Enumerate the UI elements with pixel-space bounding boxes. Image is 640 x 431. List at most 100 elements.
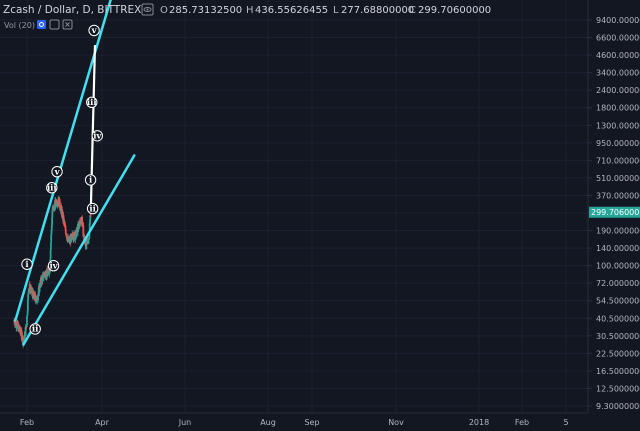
wave-label: i: [89, 176, 93, 186]
candle-body: [43, 276, 45, 278]
wave-marker-circle: [91, 130, 104, 142]
wave-label: iv: [49, 261, 58, 271]
candle-body: [49, 249, 52, 259]
y-tick-label: 9400.00000000: [596, 16, 640, 25]
x-tick-label: Sep: [304, 418, 319, 427]
ohlc-readout: O 285.73132500 H 436.55626455 L 277.6880…: [160, 5, 491, 16]
time-axis-panel[interactable]: [0, 413, 640, 431]
candle-body: [89, 215, 92, 217]
x-tick-label: Nov: [388, 418, 404, 427]
wave-label: ii: [89, 204, 96, 214]
candle-body: [64, 229, 67, 234]
y-tick-label: 2400.00000000: [596, 86, 640, 95]
candle-body: [51, 217, 53, 226]
y-tick-label: 16.50000000: [596, 367, 640, 376]
x-tick-label: 5: [563, 418, 568, 427]
current-price-label: 299.70600000: [591, 208, 640, 217]
wave-label: ii: [32, 325, 39, 335]
y-tick-label: 72.00000000: [596, 279, 640, 288]
candle-body: [74, 236, 77, 240]
y-tick-label: 6600.00000000: [596, 34, 640, 43]
candle-body: [89, 215, 92, 220]
ohlc-high-value: 436.55626455: [255, 5, 328, 16]
candle-body: [20, 330, 23, 334]
y-tick-label: 54.50000000: [596, 297, 640, 306]
candle-body: [62, 214, 65, 222]
ohlc-open-value: 285.73132500: [169, 5, 242, 16]
y-tick-label: 100.00000000: [596, 262, 640, 271]
y-tick-label: 140.00000000: [596, 244, 640, 253]
x-tick-label: Aug: [260, 418, 276, 427]
candle-body: [35, 301, 37, 303]
y-tick-label: 190.00000000: [596, 227, 640, 236]
y-tick-label: 12.50000000: [596, 384, 640, 393]
y-tick-label: 22.50000000: [596, 349, 640, 358]
y-tick-label: 3400.00000000: [596, 69, 640, 78]
candle-body: [27, 292, 30, 295]
wave-marker-circle: [86, 96, 98, 109]
wave-marker-circle: [86, 202, 99, 215]
candle-body: [58, 199, 61, 207]
wave-label: v: [91, 26, 98, 36]
candle-body: [70, 234, 72, 243]
ohlc-low-value: 277.68800000: [341, 5, 414, 16]
wave-marker-circle: [46, 182, 58, 194]
candle-body: [34, 294, 37, 299]
candle-body: [75, 231, 78, 237]
candle-body: [65, 234, 68, 237]
ohlc-high-label: H: [246, 5, 254, 16]
candle-body: [60, 205, 63, 209]
candle-body: [73, 232, 76, 234]
wave-marker-circle: [21, 258, 33, 270]
candle-body: [23, 334, 26, 342]
wave-marker-circle: [29, 323, 41, 335]
candle-body: [50, 225, 53, 230]
candle-body: [83, 235, 86, 241]
wave-marker-circle: [51, 165, 63, 178]
candle-body: [24, 327, 27, 337]
price-axis-panel[interactable]: [588, 0, 640, 413]
candle-body: [82, 225, 85, 237]
ohlc-low-label: L: [333, 5, 339, 16]
candle-body: [17, 324, 20, 328]
wave-label: iii: [47, 183, 57, 193]
candle-body: [22, 336, 24, 345]
y-tick-label: 1800.00000000: [596, 104, 640, 113]
ohlc-close-value: 299.70600000: [418, 5, 491, 16]
y-tick-label: 9.30000000: [596, 402, 640, 411]
eye-icon[interactable]: [49, 19, 60, 30]
grid-layer: [0, 0, 588, 413]
candle-body: [50, 242, 52, 250]
ohlc-open-label: O: [160, 5, 168, 16]
settings-icon[interactable]: [37, 20, 46, 29]
x-tick-label: Feb: [515, 418, 529, 427]
x-tick-label: 2018: [469, 418, 489, 427]
wave-marker-circle: [84, 174, 97, 186]
x-tick-label: Apr: [95, 418, 110, 427]
volume-indicator-label[interactable]: Vol (20): [4, 21, 35, 30]
candle-body: [88, 223, 91, 232]
candle-body: [26, 299, 29, 312]
ohlc-close-label: C: [409, 5, 416, 16]
candle-body: [50, 229, 53, 235]
wave-label: i: [25, 260, 29, 270]
y-tick-label: 30.50000000: [596, 332, 640, 341]
candle-body: [19, 327, 22, 332]
y-tick-label: 1300.00000000: [596, 121, 640, 130]
current-price-tag: 299.70600000: [589, 206, 640, 218]
y-tick-label: 510.00000000: [596, 174, 640, 183]
candle-body: [64, 225, 67, 230]
wave-marker-circle: [88, 24, 100, 37]
close-icon[interactable]: [62, 19, 73, 30]
candle-body: [47, 272, 49, 276]
x-tick-label: Jun: [178, 418, 192, 427]
candle-body: [25, 326, 28, 327]
eye-icon[interactable]: [141, 3, 154, 16]
lower-channel-trendline: [22, 154, 136, 346]
candle-body: [88, 231, 91, 239]
candle-body: [41, 275, 44, 282]
symbol-title: Zcash / Dollar, D, BITTREX: [3, 4, 141, 16]
